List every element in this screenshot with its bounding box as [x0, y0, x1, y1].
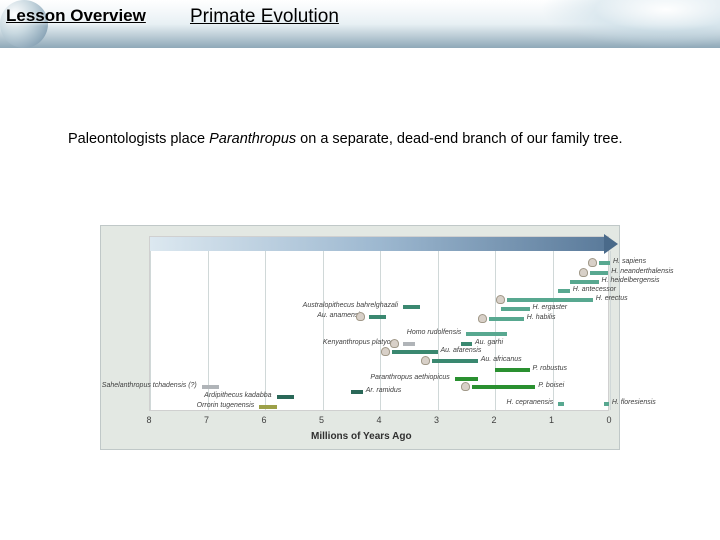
- lesson-overview-label: Lesson Overview: [6, 6, 146, 26]
- x-tick-label: 8: [139, 415, 159, 425]
- species-bar: [590, 271, 608, 275]
- x-tick-label: 2: [484, 415, 504, 425]
- header-swoosh-ornament: [540, 0, 720, 48]
- species-label: H. cepranensis: [507, 399, 554, 406]
- species-label: Paranthropus aethiopicus: [370, 374, 449, 381]
- body-text-post: on a separate, dead-end branch of our fa…: [296, 131, 622, 147]
- species-label: Homo rudolfensis: [407, 329, 461, 336]
- skull-icon: [588, 258, 597, 267]
- species-bar: [558, 289, 570, 293]
- species-label: H. erectus: [596, 295, 628, 302]
- x-axis-label: Millions of Years Ago: [311, 431, 412, 442]
- species-bar: [277, 395, 294, 399]
- header-bar: Lesson Overview Primate Evolution: [0, 0, 720, 48]
- species-bar: [501, 307, 530, 311]
- species-label: Australopithecus bahrelghazali: [303, 302, 398, 309]
- skull-icon: [381, 347, 390, 356]
- body-paragraph: Paleontologists place Paranthropus on a …: [68, 130, 658, 150]
- x-tick-label: 3: [427, 415, 447, 425]
- species-bar: [570, 280, 599, 284]
- species-bar: [604, 402, 609, 406]
- skull-icon: [496, 295, 505, 304]
- species-bar: [259, 405, 276, 409]
- species-bar: [369, 315, 386, 319]
- species-bar: [489, 317, 524, 321]
- timeline-chart: Sahelanthropus tchadensis (?) Ardipithecu…: [100, 225, 620, 450]
- species-label: Au. afarensis: [441, 347, 482, 354]
- skull-icon: [390, 339, 399, 348]
- species-label: Au. garhi: [475, 339, 503, 346]
- x-tick-label: 6: [254, 415, 274, 425]
- skull-icon: [478, 314, 487, 323]
- species-label: H. antecessor: [573, 286, 616, 293]
- species-bar: [495, 368, 530, 372]
- species-bar: [507, 298, 593, 302]
- species-label: H. sapiens: [613, 258, 646, 265]
- species-label: Orrorin tugenensis: [197, 402, 255, 409]
- x-tick-label: 7: [197, 415, 217, 425]
- species-label: H. ergaster: [533, 304, 568, 311]
- species-label: H. neanderthalensis: [611, 268, 673, 275]
- body-text-italic: Paranthropus: [209, 131, 296, 147]
- skull-icon: [356, 312, 365, 321]
- species-label: Au. africanus: [481, 356, 522, 363]
- skull-icon: [421, 356, 430, 365]
- species-bar: [403, 305, 420, 309]
- species-label: Sahelanthropus tchadensis (?): [102, 382, 197, 389]
- species-bar: [392, 350, 438, 354]
- species-bar: [432, 359, 478, 363]
- species-label: Ardipithecus kadabba: [204, 392, 271, 399]
- species-label: H. heidelbergensis: [602, 277, 660, 284]
- species-label: Kenyanthropus platyops: [323, 339, 398, 346]
- lesson-title: Primate Evolution: [190, 6, 339, 28]
- species-bar: [558, 402, 564, 406]
- species-bar: [466, 332, 506, 336]
- x-tick-label: 0: [599, 415, 619, 425]
- skull-icon: [579, 268, 588, 277]
- species-label: H. habilis: [527, 314, 556, 321]
- gridline: [323, 251, 324, 410]
- gridline: [265, 251, 266, 410]
- species-bar: [202, 385, 219, 389]
- skull-icon: [461, 382, 470, 391]
- timeline-arrow: [150, 237, 608, 251]
- species-bar: [599, 261, 611, 265]
- species-bar: [403, 342, 415, 346]
- species-bar: [472, 385, 535, 389]
- body-text-pre: Paleontologists place: [68, 131, 209, 147]
- x-tick-label: 4: [369, 415, 389, 425]
- species-label: H. floresiensis: [612, 399, 656, 406]
- species-bar: [455, 377, 478, 381]
- species-label: P. robustus: [533, 365, 568, 372]
- species-label: Ar. ramidus: [366, 387, 402, 394]
- x-tick-label: 5: [312, 415, 332, 425]
- chart-plot-area: Sahelanthropus tchadensis (?)Ardipithecu…: [149, 236, 609, 411]
- arrow-head-icon: [604, 234, 618, 254]
- x-tick-label: 1: [542, 415, 562, 425]
- species-bar: [351, 390, 363, 394]
- species-label: P. boisei: [538, 382, 564, 389]
- species-bar: [461, 342, 473, 346]
